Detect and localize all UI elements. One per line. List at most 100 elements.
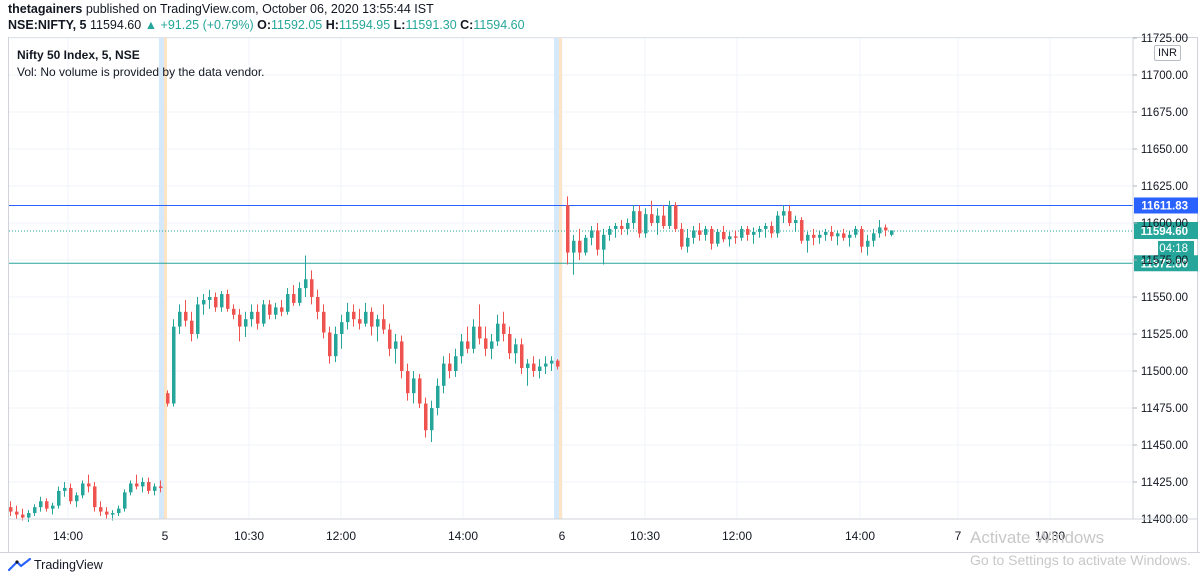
tradingview-brand[interactable]: TradingView	[34, 558, 103, 572]
published-text: published on TradingView.com, October 06…	[85, 2, 434, 16]
candle-body	[538, 366, 542, 371]
candle-body	[232, 308, 236, 315]
candle-body	[400, 341, 404, 371]
y-tick-label: 11625.00	[1141, 181, 1188, 193]
candle-body	[196, 304, 200, 334]
last-price-label: 11594.60	[1141, 226, 1188, 238]
candle-body	[166, 393, 170, 404]
candle-body	[710, 228, 714, 244]
candle-body	[752, 231, 756, 235]
footer	[0, 552, 1200, 585]
price-axis: 11400.00 11425.00 11450.00 11475.00 11500.00…	[1132, 33, 1188, 526]
candle-body	[788, 211, 792, 223]
x-tick-label: 5	[162, 529, 169, 543]
countdown-bg	[1158, 240, 1194, 256]
candle-body	[860, 228, 864, 247]
candle-body	[75, 495, 79, 502]
candle-body	[758, 228, 762, 232]
candle-body	[674, 205, 678, 229]
publisher-name[interactable]: thetagainers	[8, 2, 83, 16]
candle-body	[854, 228, 858, 235]
activation-watermark-title: Activate Windows	[970, 528, 1105, 547]
change-value: ▲ +91.25 (+0.79%)	[144, 18, 254, 32]
candle-body	[268, 304, 272, 315]
candle-body	[244, 319, 248, 327]
candle-body	[39, 501, 43, 508]
candle-body	[135, 483, 139, 487]
candle-body	[830, 231, 834, 237]
last-price-label-bg	[1134, 221, 1198, 239]
level-label-bg-2	[1134, 255, 1198, 272]
currency-label[interactable]: INR	[1154, 45, 1181, 61]
time-axis: 14:00 5 10:30 12:00 14:00 6 10:30 12:00 14:00 7 10…	[9, 518, 1198, 543]
candle-body	[442, 363, 446, 386]
candle-body	[770, 225, 774, 234]
candle-body	[111, 513, 115, 515]
candle-body	[99, 507, 103, 512]
candle-body	[872, 233, 876, 241]
candle-body	[81, 483, 85, 496]
candle-body	[214, 297, 218, 308]
candle-body	[51, 505, 55, 509]
y-tick-label: 11650.00	[1141, 144, 1188, 156]
candle-body	[484, 338, 488, 349]
candle-body	[704, 228, 708, 235]
candle-body	[472, 326, 476, 349]
candle-body	[412, 378, 416, 394]
candle-body	[514, 344, 518, 354]
candle-body	[566, 205, 570, 253]
candle-body	[159, 486, 163, 488]
candle-body	[520, 344, 524, 369]
candle-body	[466, 341, 470, 349]
x-tick-label: 14:00	[845, 529, 875, 543]
y-tick-label: 11400.00	[1141, 514, 1188, 526]
open-value: 11592.05	[271, 18, 323, 32]
candle-body	[556, 360, 560, 367]
horizontal-levels: 11611.83 11572.80 11594.60 04:18	[9, 197, 1198, 272]
open-label: O:	[257, 18, 272, 32]
x-tick-label: 10:30	[1035, 529, 1065, 543]
candle-body	[286, 294, 290, 312]
candle-body	[866, 240, 870, 247]
candle-body	[238, 314, 242, 327]
candle-body	[352, 311, 356, 320]
chart-legend-title[interactable]: Nifty 50 Index, 5, NSE	[17, 48, 140, 62]
y-tick-label: 11525.00	[1141, 329, 1188, 341]
tradingview-logo-icon[interactable]	[8, 558, 32, 572]
candle-body	[662, 215, 666, 226]
y-tick-label: 11550.00	[1141, 292, 1188, 304]
activation-watermark-text: Go to Settings to activate Windows.	[970, 552, 1191, 568]
candle-body	[590, 230, 594, 238]
candle-body	[578, 240, 582, 253]
candle-body	[226, 294, 230, 309]
candle-body	[424, 403, 428, 431]
candle-body	[178, 311, 182, 327]
candle-body	[638, 211, 642, 234]
low-label: L:	[393, 18, 406, 32]
candle-body	[740, 228, 744, 238]
candle-body	[746, 228, 750, 235]
x-tick-label: 12:00	[722, 529, 752, 543]
candle-body	[220, 294, 224, 308]
candle-body	[550, 360, 554, 364]
candle-body	[890, 230, 894, 235]
candle-body	[418, 378, 422, 404]
candle-body	[794, 220, 798, 223]
x-tick-label: 14:00	[448, 529, 478, 543]
x-tick-label: 14:00	[53, 529, 83, 543]
x-tick-label: 7	[955, 529, 962, 543]
candle-body	[884, 227, 888, 231]
candle-body	[490, 341, 494, 349]
candle-body	[141, 482, 145, 487]
candle-body	[202, 299, 206, 305]
candle-body	[878, 227, 882, 234]
candle-body	[728, 236, 732, 240]
candle-body	[153, 486, 157, 491]
candle-body	[782, 211, 786, 216]
candle-body	[250, 311, 254, 320]
session-breaks	[159, 38, 562, 519]
candle-body	[9, 507, 13, 512]
candle-body	[406, 371, 410, 394]
candle-body	[87, 483, 91, 487]
